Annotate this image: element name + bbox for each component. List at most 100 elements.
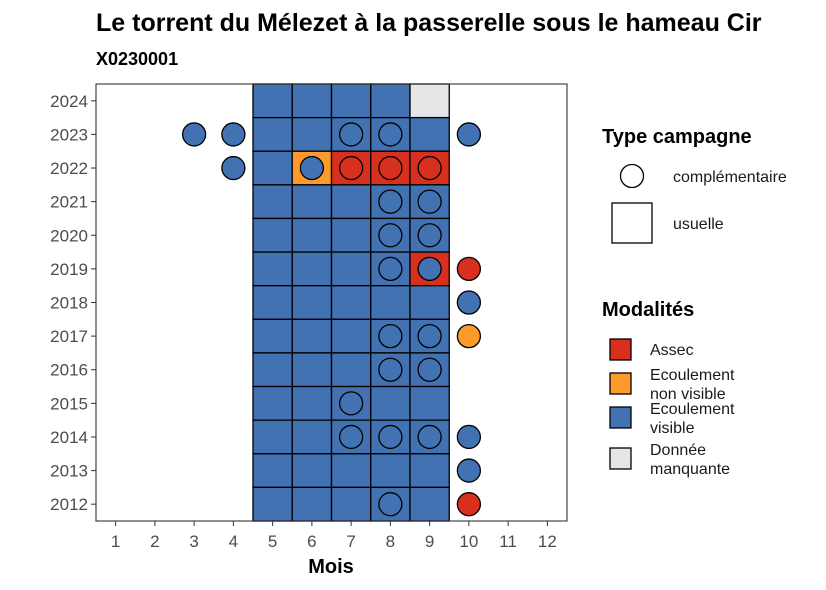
legend-label-Ecoulement visible: Ecoulement visible [650, 401, 735, 437]
plot-area: 2012 2013 2014 2015 2016 2017 2018 2019 2020 2021… [50, 83, 568, 551]
point-2020-9 [417, 223, 442, 248]
y-tick-label-2018: 2018 [50, 294, 88, 313]
x-tick-label-6: 6 [307, 532, 316, 551]
point-2020-8 [378, 223, 403, 248]
x-tick-label-5: 5 [268, 532, 277, 551]
tile-2020-6 [291, 217, 333, 253]
legend: Type campagne complémentaire usuelle Modali… [602, 126, 787, 478]
legend-key-Ecoulement non visible [609, 372, 632, 395]
tile-2018-5 [252, 285, 293, 320]
tile-2020-7 [330, 217, 372, 253]
point-2013-10 [456, 458, 482, 483]
tile-2022-5 [252, 150, 293, 186]
x-tick-label-8: 8 [386, 532, 395, 551]
tile-2021-7 [330, 184, 372, 220]
y-tick-label-2020: 2020 [50, 226, 88, 245]
tile-2018-7 [330, 285, 372, 320]
legend-key-Ecoulement visible [609, 406, 632, 429]
tile-2015-5 [252, 385, 293, 421]
legend-label-Ecoulement non visible: Ecoulement non visible [650, 367, 735, 403]
point-2022-6 [299, 155, 325, 181]
point-2012-10 [456, 492, 482, 517]
y-tick-label-2017: 2017 [50, 327, 88, 346]
point-2022-9 [417, 155, 442, 181]
legend-key-complémentaire [619, 163, 645, 189]
tile-2020-5 [252, 217, 293, 253]
legend-type-title: Type campagne [602, 126, 752, 148]
y-tick-label-2019: 2019 [50, 260, 88, 279]
y-tick-label-2024: 2024 [50, 92, 88, 111]
x-tick-label-10: 10 [459, 532, 478, 551]
legend-key-Donnée manquante [609, 447, 632, 470]
legend-label-usuelle: usuelle [673, 216, 724, 233]
chart-title: Le torrent du Mélezet à la passerelle so… [96, 9, 762, 37]
point-2019-9 [417, 256, 442, 282]
legend-label-Assec: Assec [650, 342, 694, 359]
tile-2018-8 [370, 285, 411, 320]
point-2018-10 [456, 290, 482, 315]
tile-2024-7 [330, 83, 372, 119]
y-tick-label-2014: 2014 [50, 428, 88, 447]
tile-2024-5 [252, 83, 293, 119]
tile-2013-8 [370, 453, 411, 489]
point-2017-10 [456, 323, 482, 349]
legend-label-line: non visible [650, 386, 726, 403]
y-tick-label-2016: 2016 [50, 361, 88, 380]
tile-2013-5 [252, 453, 293, 489]
legend-key-Assec [609, 338, 632, 361]
x-tick-label-11: 11 [499, 532, 517, 551]
y-tick-label-2021: 2021 [50, 193, 88, 212]
tile-2014-6 [291, 419, 333, 455]
point-2021-9 [417, 189, 442, 214]
point-2023-7 [338, 122, 364, 147]
point-2023-10 [456, 122, 482, 147]
x-axis-label: Mois [308, 556, 354, 578]
x-tick-label-9: 9 [425, 532, 434, 551]
tile-2012-9 [409, 486, 450, 522]
tile-2017-7 [330, 318, 372, 354]
tile-2018-6 [291, 285, 333, 320]
point-2019-8 [378, 256, 403, 282]
x-tick-label-3: 3 [189, 532, 198, 551]
tile-2013-6 [291, 453, 333, 489]
legend-label-complémentaire: complémentaire [673, 169, 787, 186]
tile-2012-6 [291, 486, 333, 522]
x-tick-label-12: 12 [538, 532, 557, 551]
tile-2019-5 [252, 251, 293, 287]
y-tick-label-2012: 2012 [50, 495, 88, 514]
tile-2017-6 [291, 318, 333, 354]
x-tick-label-2: 2 [150, 532, 159, 551]
tile-2019-7 [330, 251, 372, 287]
point-2022-8 [378, 155, 403, 181]
point-2015-7 [338, 391, 364, 416]
legend-label-line: visible [650, 420, 695, 437]
point-2014-8 [378, 424, 403, 450]
tile-2018-9 [409, 285, 450, 320]
tile-2023-6 [291, 116, 333, 152]
x-tick-label-7: 7 [346, 532, 355, 551]
tile-2016-5 [252, 352, 293, 388]
x-tick-label-4: 4 [229, 532, 238, 551]
tile-2024-6 [291, 83, 333, 119]
tile-2012-5 [252, 486, 293, 522]
tile-2021-5 [252, 184, 293, 220]
point-2016-9 [417, 357, 442, 382]
chart-subtitle: X0230001 [96, 49, 178, 69]
point-2022-7 [338, 155, 364, 181]
legend-key-usuelle [611, 202, 653, 244]
tile-2014-5 [252, 419, 293, 455]
tile-2024-9 [409, 83, 450, 119]
tile-2015-6 [291, 385, 333, 421]
tile-2019-6 [291, 251, 333, 287]
legend-label-Donnée manquante: Donnée manquante [650, 442, 730, 478]
point-2012-8 [378, 492, 403, 517]
point-2019-10 [456, 256, 482, 282]
tile-2017-5 [252, 318, 293, 354]
point-2021-8 [378, 189, 403, 214]
tile-2013-9 [409, 453, 450, 489]
y-tick-label-2022: 2022 [50, 159, 88, 178]
point-2014-9 [417, 424, 442, 450]
legend-modalites-title: Modalités [602, 299, 694, 321]
tile-2021-6 [291, 184, 333, 220]
